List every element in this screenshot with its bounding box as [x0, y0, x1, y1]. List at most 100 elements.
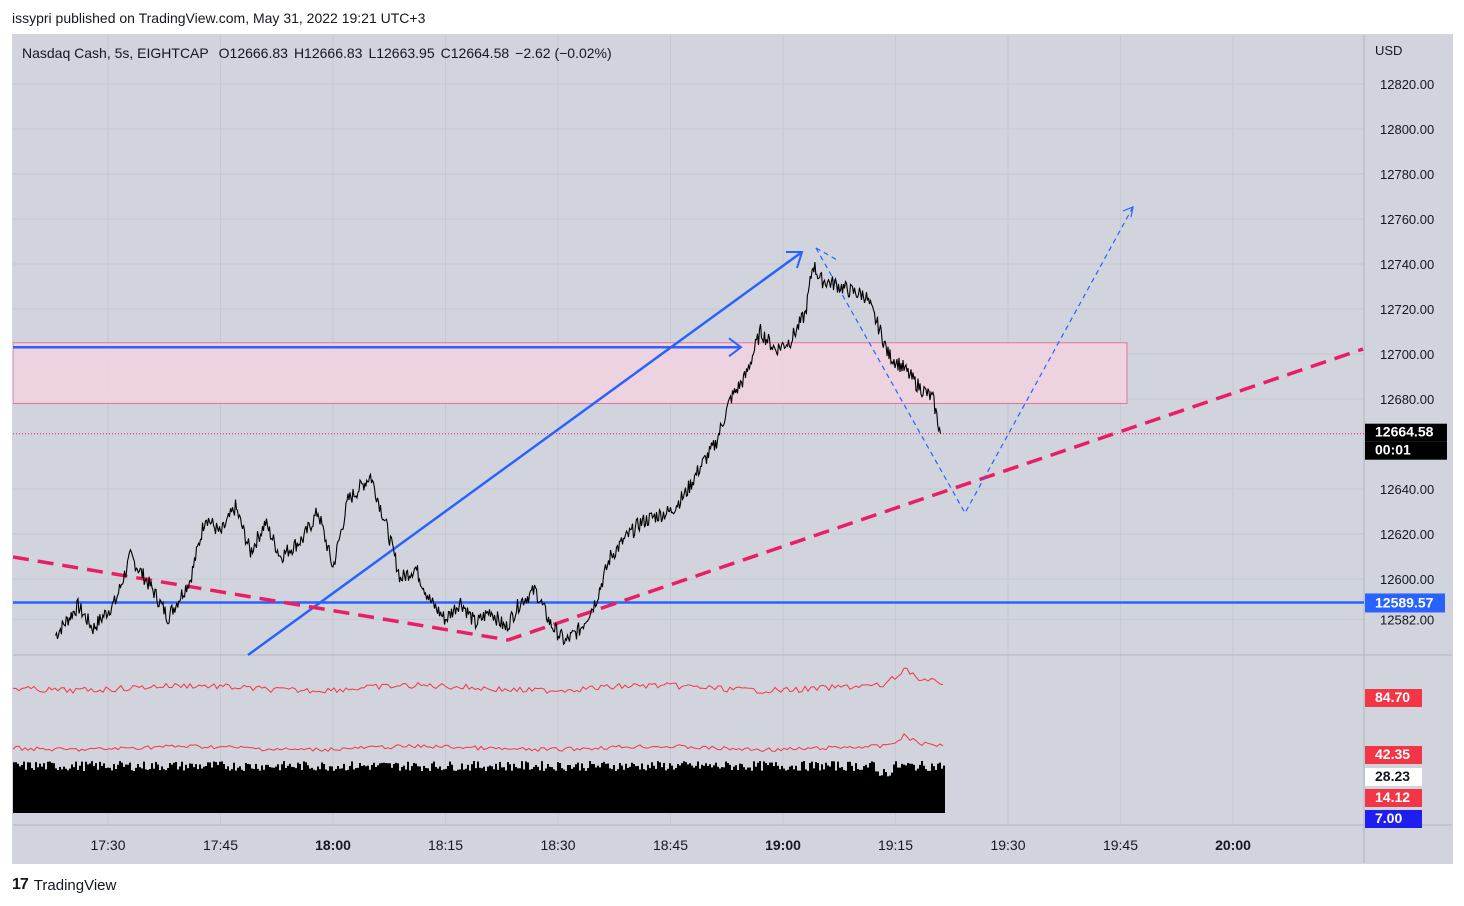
- volume-bar: [745, 769, 747, 813]
- volume-bar: [55, 768, 57, 813]
- volume-bar: [115, 769, 117, 813]
- volume-bar: [457, 769, 459, 813]
- volume-bar: [363, 765, 365, 813]
- current-price-label-bg: [1365, 423, 1447, 442]
- volume-bar: [595, 767, 597, 813]
- volume-bar: [443, 769, 445, 813]
- volume-bar: [645, 770, 647, 813]
- volume-bar: [333, 770, 335, 813]
- volume-bar: [373, 762, 375, 813]
- volume-bar: [463, 769, 465, 813]
- volume-bar: [639, 769, 641, 813]
- chart-svg[interactable]: USD 12820.00 12800.00 12780.00 12760.00 12740…: [13, 35, 1452, 863]
- volume-bar: [469, 770, 471, 813]
- volume-bar: [793, 769, 795, 813]
- volume-bar: [75, 761, 77, 813]
- volume-bar: [837, 761, 839, 813]
- volume-bar: [557, 762, 559, 813]
- volume-bar: [531, 768, 533, 813]
- volume-bar: [435, 767, 437, 813]
- volume-bar: [605, 763, 607, 813]
- volume-bar: [119, 761, 121, 813]
- volume-bar: [171, 764, 173, 813]
- volume-bar: [507, 762, 509, 813]
- volume-bar: [147, 770, 149, 813]
- volume-bar: [299, 764, 301, 813]
- volume-bar: [749, 767, 751, 813]
- volume-bar: [37, 767, 39, 813]
- volume-bar: [401, 766, 403, 813]
- volume-bar: [137, 763, 139, 813]
- volume-bar: [517, 768, 519, 813]
- legend-close: C12664.58: [440, 45, 510, 61]
- volume-bar: [621, 765, 623, 813]
- volume-bar: [101, 765, 103, 813]
- volume-bar: [151, 763, 153, 813]
- indicator-line-lower: [13, 733, 944, 753]
- indicator-scale-label-2: 14.12: [1375, 789, 1410, 805]
- volume-bar: [301, 770, 303, 813]
- volume-bar: [739, 763, 741, 813]
- volume-bar: [13, 762, 15, 813]
- indicator-scale-label-1-bg: [1365, 768, 1422, 786]
- volume-bar: [27, 762, 29, 813]
- volume-bar: [655, 768, 657, 813]
- volume-bar: [103, 763, 105, 813]
- volume-bar: [297, 762, 299, 813]
- volume-bar: [31, 768, 33, 813]
- volume-bar: [205, 765, 207, 813]
- volume-bar: [711, 767, 713, 813]
- volume-bar: [39, 763, 41, 813]
- volume-bar: [505, 770, 507, 813]
- chart-area[interactable]: USD 12820.00 12800.00 12780.00 12760.00 12740…: [12, 34, 1453, 864]
- volume-bar: [695, 765, 697, 813]
- volume-bar: [105, 768, 107, 813]
- volume-bar: [23, 761, 25, 813]
- volume-bar: [67, 770, 69, 813]
- volume-bar: [883, 768, 885, 813]
- volume-bar: [893, 764, 895, 813]
- volume-bar: [219, 761, 221, 813]
- volume-bar: [627, 767, 629, 813]
- legend-low: L12663.95: [368, 45, 435, 61]
- volume-bar: [451, 764, 453, 813]
- volume-bar: [675, 768, 677, 813]
- volume-bar: [153, 768, 155, 813]
- volume-bar: [235, 770, 237, 813]
- volume-bar: [913, 764, 915, 813]
- volume-bar: [335, 769, 337, 813]
- volume-bar: [213, 761, 215, 813]
- volume-bar: [223, 764, 225, 813]
- volume-bar: [279, 770, 281, 813]
- brand-name: TradingView: [33, 876, 117, 894]
- volume-bar: [381, 762, 383, 813]
- volume-bar: [99, 761, 101, 813]
- volume-bar: [751, 770, 753, 813]
- volume-bar: [693, 767, 695, 813]
- symbol-name[interactable]: Nasdaq Cash, 5s, EIGHTCAP: [22, 45, 209, 61]
- volume-bar: [49, 761, 51, 813]
- horizontal-level-label-bg: [1365, 593, 1445, 613]
- volume-bar: [349, 765, 351, 813]
- trend-arrow-head: [786, 251, 804, 269]
- countdown-label-bg: [1365, 441, 1447, 460]
- volume-bar: [179, 766, 181, 813]
- volume-bar: [247, 763, 249, 813]
- volume-bar: [849, 761, 851, 813]
- volume-bar: [407, 761, 409, 813]
- volume-bar: [263, 769, 265, 813]
- volume-bar: [215, 762, 217, 813]
- volume-bar: [725, 761, 727, 813]
- volume-bar: [513, 763, 515, 813]
- volume-bar: [447, 765, 449, 813]
- volume-bar: [539, 770, 541, 813]
- volume-bar: [839, 767, 841, 813]
- volume-bar: [761, 770, 763, 813]
- tradingview-brand[interactable]: 17 TradingView: [12, 876, 116, 894]
- volume-bar: [859, 769, 861, 813]
- volume-bar: [735, 765, 737, 813]
- volume-bar: [529, 769, 531, 813]
- volume-bar: [21, 765, 23, 813]
- volume-bar: [175, 761, 177, 813]
- volume-bar: [319, 769, 321, 813]
